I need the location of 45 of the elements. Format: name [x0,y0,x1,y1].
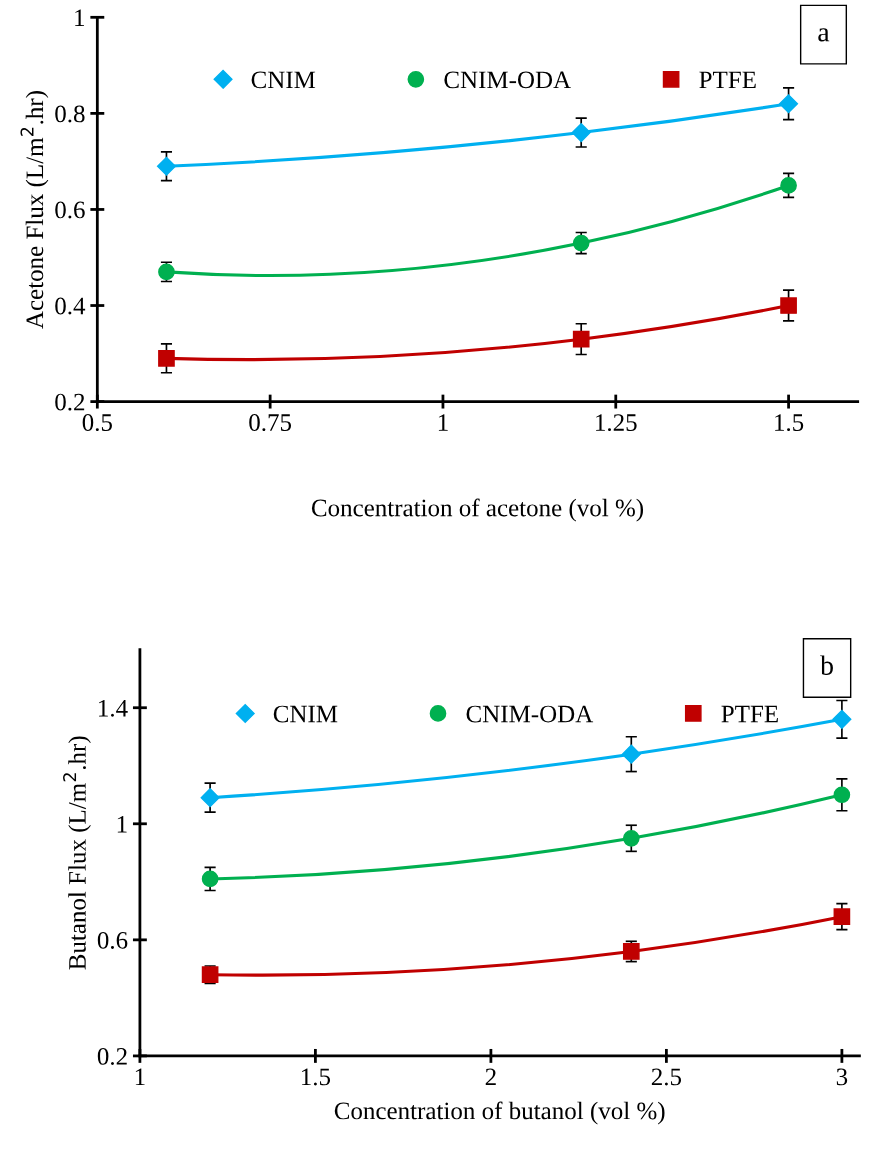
x-tick-label: 1.25 [596,414,637,432]
legend-label: CNIM-ODA [444,71,571,89]
point [780,177,797,194]
y-tick-label: 1 [117,815,127,833]
point [779,94,799,114]
x-tick-label: 0.5 [82,414,112,432]
x-tick-label: 1 [438,414,448,431]
x-tick-label: 0.75 [249,414,292,432]
y-tick-label: 1.4 [99,699,128,717]
x-tick-label: 1.5 [775,414,804,432]
y-tick-label: 0.2 [55,393,85,411]
y-tick-label: 0.4 [55,297,86,315]
point [201,870,219,888]
y-tick-label: 0.6 [97,931,128,949]
y-tick-label: 0.8 [55,105,85,123]
x-tick-label: 1 [135,1068,145,1086]
y-tick-label: 0.6 [55,201,85,219]
x-tick-label: 2.5 [651,1068,682,1086]
y-axis-title: Butanol Flux (L/m$^{2}$.hr) [63,736,91,970]
point [832,709,852,729]
x-axis-title: Concentration of butanol (vol %) [334,1101,665,1125]
x-tick-label: 1.5 [301,1068,331,1086]
x-tick-label: 2 [485,1068,496,1086]
point [833,908,851,925]
x-axis-title: Concentration of acetone (vol %) [311,498,644,522]
point [780,297,797,314]
legend-label: CNIM-ODA [466,705,594,723]
point [158,350,175,367]
x-tick-label: 3 [836,1068,848,1086]
legend-label: CNIM [251,71,316,89]
point [572,330,590,348]
point [571,123,591,143]
annotation: a [818,28,830,42]
annotation: b [820,655,833,675]
point [621,744,641,764]
legend-label: PTFE [721,705,778,723]
point [622,829,640,847]
legend-label: PTFE [699,71,756,89]
point [200,788,220,808]
point [156,156,176,176]
y-axis-title: Acetone Flux (L/m$^{2}$.hr) [20,91,49,329]
y-tick-label: 1 [75,9,85,26]
point [833,786,851,804]
y-tick-label: 0.2 [97,1047,127,1065]
legend-label: CNIM [273,705,338,723]
